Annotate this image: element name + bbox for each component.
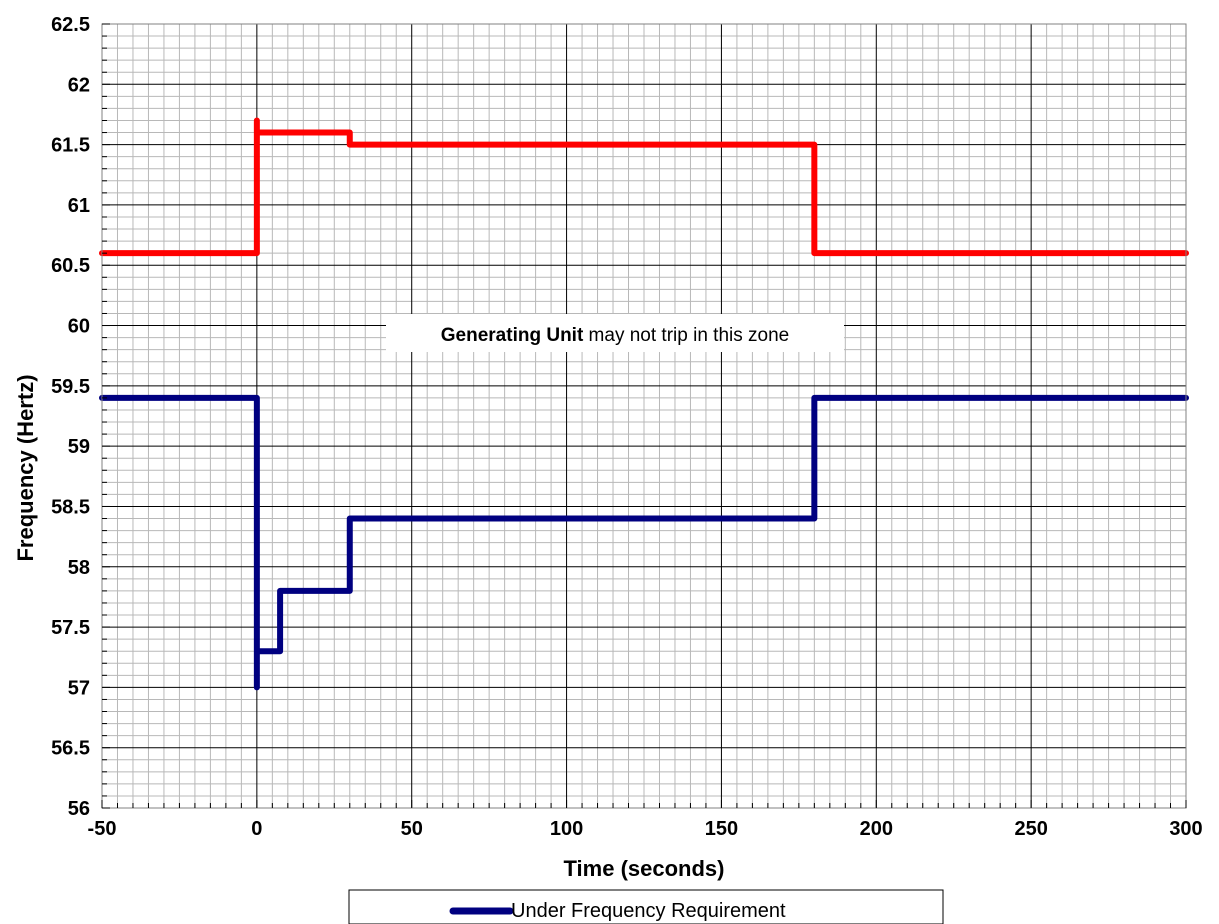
annotation-bold: Generating Unit [441,325,584,346]
y-tick-label: 60.5 [51,255,90,277]
grid-minor [102,24,1186,808]
legend-label-under-frequency: Under Frequency Requirement [511,900,786,922]
series-line-over-frequency [99,117,1189,257]
plot-area [99,23,1189,809]
y-tick-label: 59.5 [51,376,90,398]
series-layer [99,117,1189,691]
y-tick-label: 60 [68,316,90,338]
legend-box [348,889,944,924]
x-tick-label: 200 [860,818,893,840]
x-tick-label: 50 [401,818,423,840]
x-tick-labels: -50 0 50 100 150 200 250 300 [88,818,1203,840]
annotation-rest: may not trip in this zone [583,325,789,346]
legend: Under Frequency Requirement [348,889,944,924]
x-tick-label: 150 [705,818,738,840]
y-tick-label: 62 [68,74,90,96]
annotation-box [386,314,844,352]
series-line-under-frequency [99,394,1189,691]
y-tick-label: 61 [68,195,90,217]
y-tick-label: 58 [68,557,90,579]
y-axis-title: Frequency (Hertz) [13,374,38,561]
x-tick-label: 300 [1169,818,1202,840]
y-tick-label: 56.5 [51,738,90,760]
x-axis-title: Time (seconds) [564,856,725,881]
y-tick-label: 61.5 [51,135,90,157]
y-tick-label: 58.5 [51,496,90,518]
x-tick-label: 0 [251,818,262,840]
y-tick-label: 62.5 [51,14,90,36]
y-tick-label: 57 [68,677,90,699]
x-tick-label: 100 [550,818,583,840]
annotation-text: Generating Unit may not trip in this zon… [441,325,789,346]
y-tick-label: 59 [68,436,90,458]
y-tick-labels: 56 56.5 57 57.5 58 58.5 59 59.5 60 60.5 61 61.5 62 62… [51,14,90,820]
x-tick-label: -50 [88,818,117,840]
y-tick-label: 56 [68,798,90,820]
axis-ticks [101,23,1187,809]
y-tick-label: 57.5 [51,617,90,639]
x-tick-label: 250 [1014,818,1047,840]
